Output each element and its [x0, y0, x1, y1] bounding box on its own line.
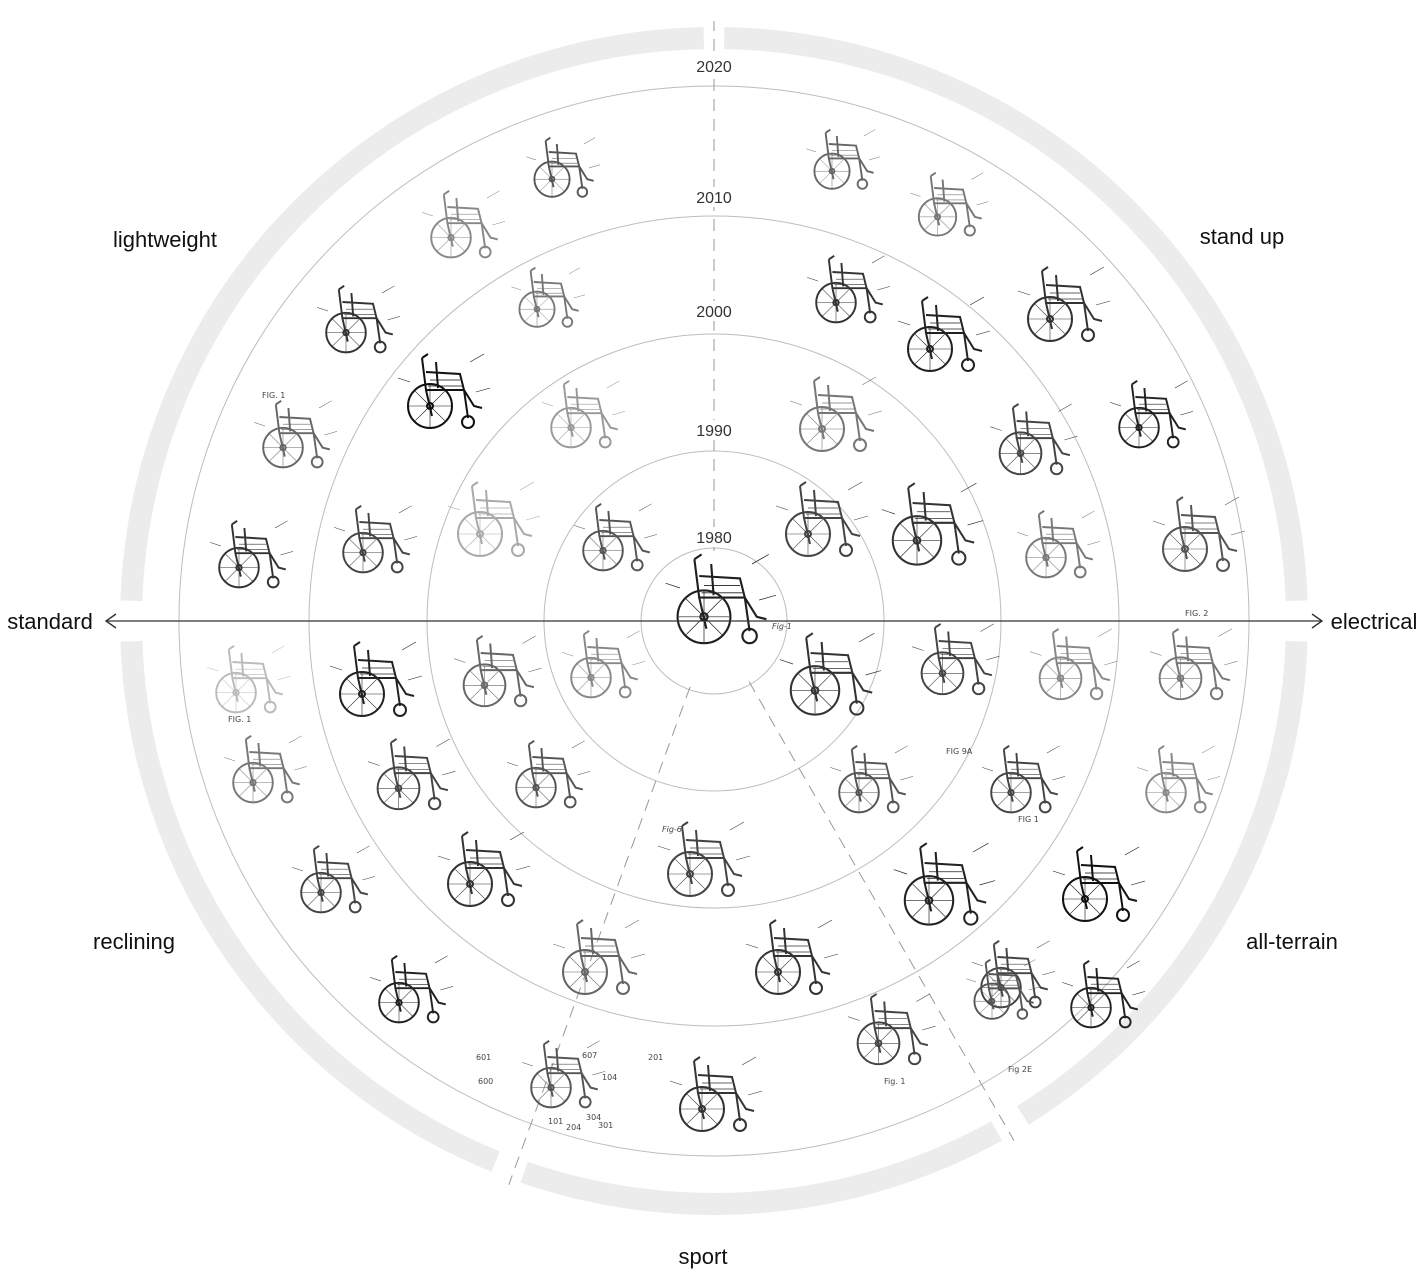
patent-drawing-48: [522, 1039, 606, 1109]
sport-ref-101: 101: [548, 1117, 563, 1126]
patent-drawing-47: [370, 954, 454, 1024]
patent-drawing-40: [422, 189, 506, 259]
patent-drawing-3: [574, 502, 658, 572]
patent-drawing-44: [207, 644, 291, 714]
patent-drawing-12: [881, 482, 984, 566]
patent-drawing-5: [779, 632, 882, 716]
outer-band-segment: [120, 640, 500, 1172]
patent-drawing-20: [329, 641, 423, 717]
outer-band-segment: [1017, 640, 1308, 1125]
patent-drawing-45: [224, 734, 308, 804]
fig-label-reclining-top: FIG. 1: [228, 715, 251, 724]
category-standard: standard: [7, 609, 93, 634]
patent-drawing-19: [368, 738, 456, 811]
sport-ref-607: 607: [582, 1051, 597, 1060]
year-label-2000: 2000: [696, 304, 732, 321]
outer-band-segment: [120, 27, 705, 602]
patent-drawing-38: [806, 128, 881, 190]
patent-drawing-46: [292, 844, 376, 914]
sport-ref-601: 601: [476, 1053, 491, 1062]
patent-drawing-14: [830, 744, 914, 814]
right-arrow-icon: [1311, 613, 1324, 629]
patent-drawing-16: [745, 919, 839, 995]
year-label-2010: 2010: [696, 190, 732, 207]
year-labels: 2020 2010 2000 1990 1980: [690, 56, 738, 547]
sport-ref-204: 204: [566, 1123, 581, 1132]
patent-drawing-52: [1062, 959, 1146, 1029]
sport-ref-201: 201: [648, 1053, 663, 1062]
sector-dividers: [508, 21, 1015, 1185]
category-stand-up: stand up: [1200, 224, 1284, 249]
patent-drawing-18: [437, 831, 531, 907]
patent-drawing-34: [1137, 744, 1221, 814]
category-reclining: reclining: [93, 929, 175, 954]
category-lightweight: lightweight: [113, 227, 217, 252]
sport-ref-301: 301: [598, 1121, 613, 1130]
patent-drawing-2: [775, 481, 869, 557]
patent-drawing-17: [552, 919, 646, 995]
patent-drawing-27: [1017, 509, 1101, 579]
fig-label-electrical-lower: FIG 9A: [946, 747, 973, 756]
patent-drawing-36: [1017, 266, 1111, 342]
outer-category-band: [120, 27, 1308, 1215]
patent-drawing-26: [990, 403, 1078, 476]
category-labels: lightweight stand up standard electrical…: [7, 224, 1417, 1269]
patent-drawing-24: [807, 254, 891, 324]
patent-drawing-35: [1110, 379, 1194, 449]
patent-drawing-41: [317, 284, 401, 354]
patent-drawing-42: [254, 399, 338, 469]
patent-drawing-6: [657, 821, 751, 897]
patent-drawing-25: [897, 296, 991, 372]
patent-drawing-30: [972, 939, 1056, 1009]
patent-drawing-4: [562, 629, 646, 699]
patent-drawing-11: [789, 376, 883, 452]
category-sport: sport: [679, 1244, 728, 1269]
year-label-2020: 2020: [696, 59, 732, 76]
category-all-terrain: all-terrain: [1246, 929, 1338, 954]
standard-electrical-axis: [104, 613, 1324, 629]
fig-label-bottom-right: Fig. 1: [884, 1077, 906, 1086]
category-electrical: electrical: [1331, 609, 1418, 634]
left-arrow-icon: [104, 613, 117, 629]
patent-drawing-39: [526, 136, 601, 198]
year-label-1980: 1980: [696, 530, 732, 547]
patent-drawing-22: [397, 353, 491, 429]
patent-drawing-49: [669, 1056, 763, 1132]
patent-drawing-21: [334, 504, 418, 574]
patent-drawing-9: [447, 481, 541, 557]
patent-drawing-10: [542, 379, 626, 449]
patent-drawing-7: [507, 739, 591, 809]
fig-label-electrical-right: FIG. 2: [1185, 609, 1208, 618]
fig-label-all-terrain-mid: FIG 1: [1018, 815, 1039, 824]
patent-drawing-37: [910, 171, 989, 237]
fig-label-center: Fig-1: [772, 622, 792, 631]
fig-label-standard-left: FIG. 1: [262, 391, 285, 400]
year-label-1990: 1990: [696, 423, 732, 440]
sector-divider: [748, 681, 1015, 1141]
patent-drawing-13: [912, 623, 1000, 696]
patent-drawing-1: [665, 553, 777, 645]
patent-drawing-23: [511, 266, 586, 328]
sport-ref-304: 304: [586, 1113, 601, 1122]
patent-drawing-43: [210, 519, 294, 589]
patent-drawing-8: [454, 635, 542, 708]
outer-band-segment: [723, 27, 1308, 602]
fig-label-sport-mid: Fig-6: [662, 825, 682, 834]
patent-drawing-32: [1152, 496, 1246, 572]
patent-drawing-29: [982, 744, 1066, 814]
patent-drawing-31: [1052, 846, 1146, 922]
sport-ref-600: 600: [478, 1077, 493, 1086]
patent-drawing-51: [966, 958, 1041, 1020]
figure-captions: Fig-1 FIG. 2 Fig 2E FIG 1 FIG 9A FIG. 1 …: [228, 391, 1208, 1132]
patent-drawing-28: [1030, 628, 1118, 701]
sport-ref-104: 104: [602, 1073, 617, 1082]
patent-drawing-15: [893, 842, 996, 926]
sector-divider: [508, 686, 691, 1185]
outer-band-segment: [520, 1121, 1002, 1215]
fig-label-all-terrain-bottom: Fig 2E: [1008, 1065, 1032, 1074]
patent-drawing-50: [848, 993, 936, 1066]
patent-drawing-33: [1150, 628, 1238, 701]
patent-drawings: [207, 128, 1246, 1132]
